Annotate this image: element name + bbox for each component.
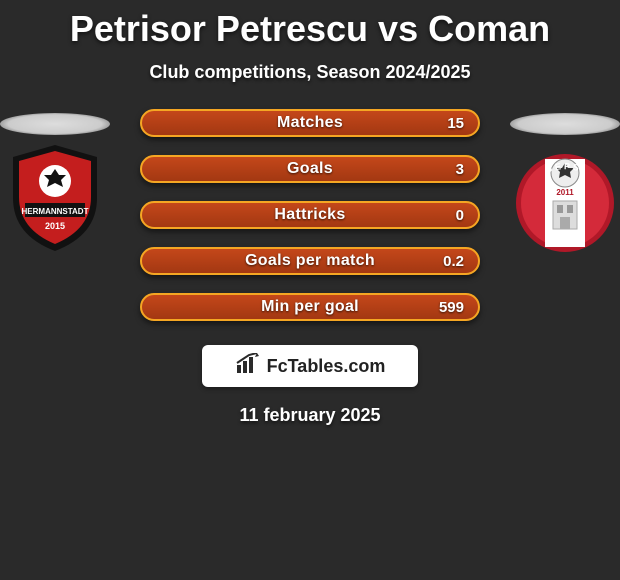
vs-label: vs [378, 8, 418, 49]
stat-label: Goals per match [245, 252, 375, 270]
stat-label: Goals [287, 160, 333, 178]
team-right-year: 2011 [556, 188, 574, 197]
stat-bar: Min per goal 599 [140, 293, 480, 321]
subtitle: Club competitions, Season 2024/2025 [0, 62, 620, 83]
stat-bar: Matches 15 [140, 109, 480, 137]
brand-text: FcTables.com [267, 356, 386, 377]
chart-icon [235, 353, 261, 380]
stat-value: 15 [447, 115, 464, 132]
stat-label: Min per goal [261, 298, 359, 316]
team-left-crest: HERMANNSTADT 2015 [0, 113, 110, 253]
page-title: Petrisor Petrescu vs Coman [0, 0, 620, 50]
team-left-name: HERMANNSTADT [22, 207, 89, 216]
stat-value: 3 [456, 161, 464, 178]
stat-label: Hattricks [274, 206, 345, 224]
crest-shadow [0, 113, 110, 135]
stat-bar: Hattricks 0 [140, 201, 480, 229]
content: HERMANNSTADT 2015 2011 O S K [0, 103, 620, 426]
date-label: 11 february 2025 [0, 405, 620, 426]
stats-bars: Matches 15 Goals 3 Hattricks 0 Goals per match… [140, 103, 480, 321]
player-b: Coman [428, 8, 550, 49]
crest-shadow [510, 113, 620, 135]
brand-box: FcTables.com [202, 345, 418, 387]
shield-icon: HERMANNSTADT 2015 [5, 143, 105, 253]
player-a: Petrisor Petrescu [70, 8, 368, 49]
stat-value: 0.2 [443, 253, 464, 270]
circle-badge-icon: 2011 O S K S E P S I [515, 143, 615, 263]
stat-value: 0 [456, 207, 464, 224]
stat-value: 599 [439, 299, 464, 316]
svg-text:O S K: O S K [549, 236, 580, 250]
stat-bar: Goals 3 [140, 155, 480, 183]
stat-label: Matches [277, 114, 343, 132]
stat-bar: Goals per match 0.2 [140, 247, 480, 275]
team-right-crest: 2011 O S K S E P S I [510, 113, 620, 263]
team-left-year: 2015 [45, 221, 65, 231]
